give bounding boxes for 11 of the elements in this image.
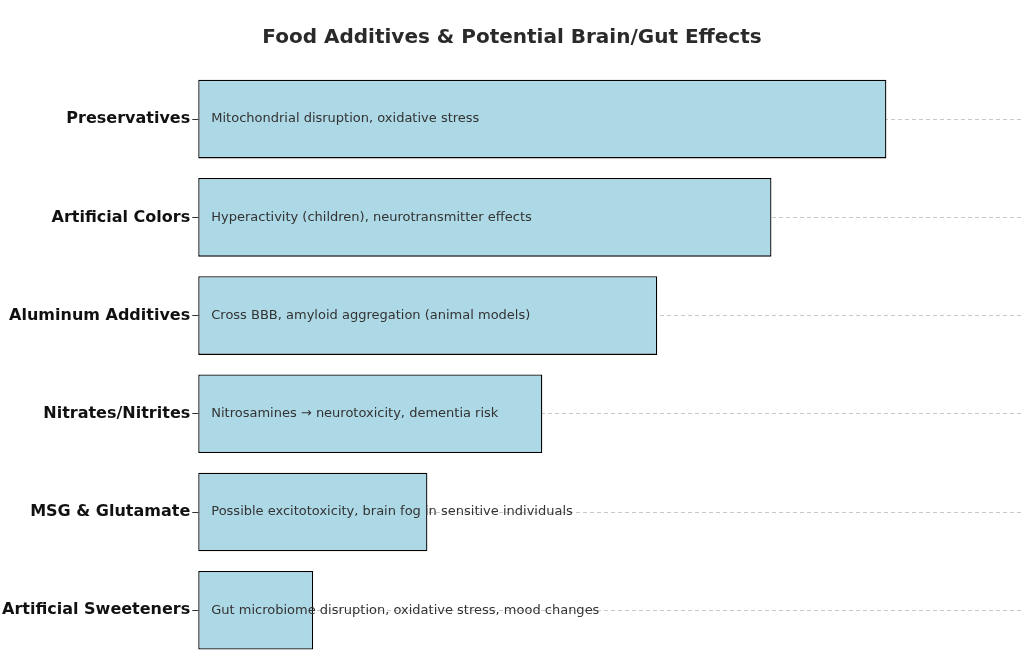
y-tick-label: Artificial Sweeteners (2, 599, 191, 619)
chart-title: Food Additives & Potential Brain/Gut Effects (262, 24, 762, 49)
annotation: Nitrosamines → neurotoxicity, dementia risk (211, 405, 499, 421)
y-tick-label: Artificial Colors (51, 206, 191, 226)
annotation: Mitochondrial disruption, oxidative stress (211, 110, 480, 126)
annotation: Cross BBB, amyloid aggregation (animal models) (211, 306, 531, 322)
y-tick-label: MSG & Glutamate (30, 501, 191, 521)
y-tick-label: Aluminum Additives (9, 304, 191, 324)
y-tick-label: Preservatives (66, 108, 191, 128)
annotation: Hyperactivity (children), neurotransmitter effects (211, 208, 532, 224)
y-tick-label: Nitrates/Nitrites (43, 402, 191, 422)
